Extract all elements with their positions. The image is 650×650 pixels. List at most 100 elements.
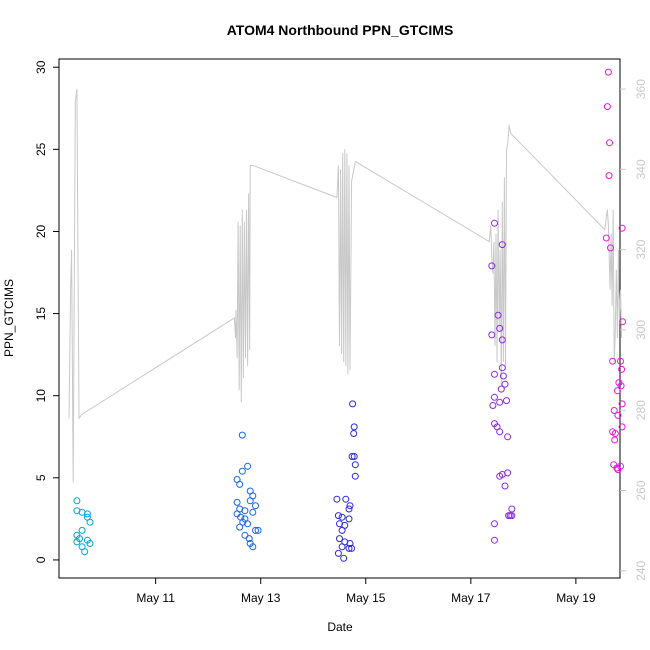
- data-point: [338, 543, 346, 551]
- x-tick-label: May 13: [241, 591, 281, 605]
- data-point: [345, 544, 353, 552]
- data-point: [350, 423, 358, 431]
- data-point: [348, 453, 356, 460]
- y2-tick-label: 300: [634, 320, 648, 340]
- data-point: [617, 357, 624, 365]
- data-point: [496, 472, 504, 480]
- data-point: [602, 234, 610, 242]
- y-tick-label: 0: [34, 556, 48, 563]
- data-point: [81, 548, 89, 556]
- data-point: [504, 433, 512, 441]
- chart-title: ATOM4 Northbound PPN_GTCIMS: [227, 22, 454, 38]
- data-point: [497, 385, 505, 393]
- data-point: [86, 518, 94, 526]
- data-point: [338, 526, 346, 534]
- data-point: [336, 535, 343, 543]
- data-point: [249, 543, 257, 551]
- data-point: [607, 244, 614, 252]
- data-point: [498, 241, 506, 249]
- data-point: [501, 482, 509, 490]
- y-tick-label: 15: [34, 307, 48, 321]
- data-point: [619, 318, 627, 326]
- data-point: [345, 515, 353, 523]
- data-point: [350, 453, 358, 460]
- y-tick-label: 30: [34, 60, 48, 74]
- data-point: [346, 502, 354, 510]
- data-point: [348, 544, 356, 552]
- y-tick-label: 10: [34, 389, 48, 403]
- data-point: [605, 172, 613, 180]
- data-point: [614, 466, 622, 474]
- data-point: [254, 526, 262, 534]
- data-point: [606, 139, 613, 147]
- y2-tick-label: 360: [634, 79, 648, 99]
- y-tick-label: 5: [34, 474, 48, 481]
- data-point: [618, 224, 626, 232]
- data-point: [83, 510, 91, 518]
- data-point: [504, 469, 512, 477]
- data-point: [249, 508, 257, 516]
- primary-y-axis: 0 5 10 15 20 25 30: [34, 60, 59, 563]
- data-point: [491, 393, 498, 401]
- y2-tick-label: 340: [634, 159, 648, 179]
- y2-tick-label: 280: [634, 400, 648, 420]
- data-point: [346, 540, 354, 547]
- data-point: [252, 502, 259, 510]
- data-point: [498, 364, 506, 372]
- y-tick-label: 25: [34, 142, 48, 156]
- secondary-y-axis: 240 260 280 300 320 340 360: [620, 79, 648, 581]
- data-point: [609, 357, 617, 365]
- data-point: [604, 68, 612, 76]
- data-point: [618, 400, 626, 408]
- data-point: [349, 400, 357, 408]
- data-point: [73, 538, 81, 546]
- data-point: [488, 331, 496, 339]
- secondary-line-series: [68, 89, 623, 483]
- data-point: [491, 536, 498, 544]
- data-point: [501, 380, 509, 388]
- data-point: [252, 526, 259, 534]
- data-point: [340, 554, 348, 562]
- data-point: [244, 462, 252, 470]
- data-point: [241, 507, 249, 515]
- data-point: [614, 411, 622, 419]
- data-point: [236, 480, 244, 488]
- x-tick-label: May 15: [346, 591, 386, 605]
- x-tick-label: May 17: [451, 591, 491, 605]
- secondary-series-line: [68, 89, 623, 483]
- data-point: [611, 436, 619, 444]
- data-point: [618, 423, 626, 431]
- data-point: [334, 512, 342, 520]
- x-axis: May 11 May 13 May 15 May 17 May 19: [136, 578, 596, 605]
- data-point: [617, 382, 625, 390]
- data-point: [236, 523, 244, 531]
- data-point: [350, 430, 358, 437]
- data-point: [496, 324, 504, 332]
- data-point: [491, 520, 498, 528]
- data-point: [618, 365, 626, 373]
- data-point: [488, 262, 496, 270]
- data-point: [241, 531, 249, 539]
- data-point: [338, 513, 346, 521]
- data-point: [342, 495, 350, 503]
- data-point: [78, 526, 86, 534]
- y-axis-label: PPN_GTCIMS: [2, 279, 16, 357]
- data-point: [613, 387, 621, 395]
- y-tick-label: 20: [34, 224, 48, 238]
- data-point: [611, 430, 619, 437]
- x-tick-label: May 11: [136, 591, 175, 605]
- x-tick-label: May 19: [556, 591, 596, 605]
- data-point: [238, 467, 246, 475]
- data-point: [494, 311, 502, 319]
- data-point: [244, 520, 252, 528]
- points-series: [73, 68, 627, 562]
- y2-tick-label: 320: [634, 239, 648, 259]
- data-point: [233, 498, 241, 506]
- data-point: [603, 103, 611, 111]
- data-point: [73, 497, 81, 505]
- data-point: [499, 372, 507, 380]
- data-point: [508, 512, 516, 520]
- data-point: [86, 540, 94, 547]
